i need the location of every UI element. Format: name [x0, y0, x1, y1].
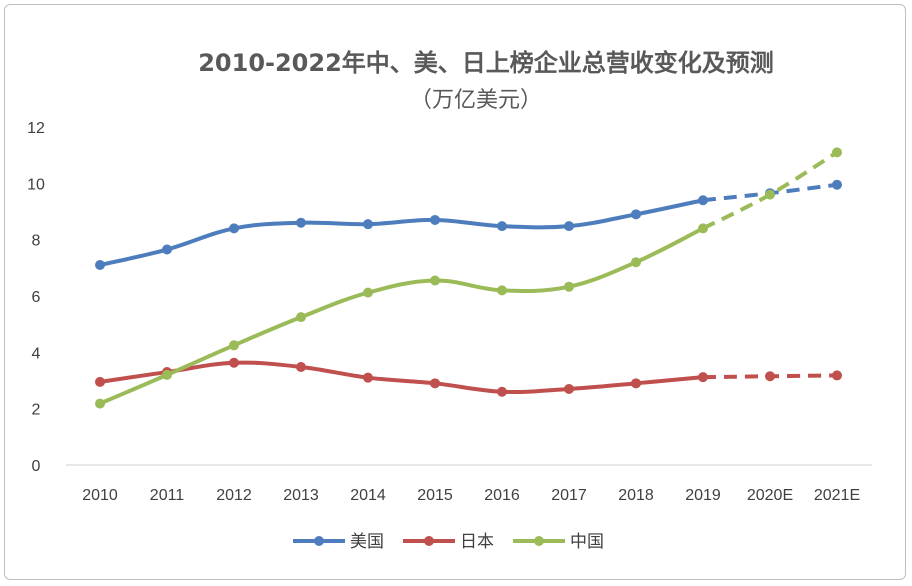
data-point [497, 221, 507, 232]
data-point [497, 386, 507, 397]
data-point [765, 371, 775, 382]
legend-marker [534, 536, 544, 546]
data-point [832, 370, 842, 381]
y-tick-label: 8 [32, 233, 41, 250]
y-axis: 0 2 4 6 8 10 12 [27, 120, 45, 475]
x-tick-label: 2017 [551, 487, 587, 504]
data-point [296, 217, 306, 228]
legend-marker [314, 536, 324, 546]
data-point [430, 378, 440, 389]
chart-title: 2010-2022年中、美、日上榜企业总营收变化及预测 [198, 49, 774, 77]
data-point [95, 260, 105, 271]
x-tick-label: 2015 [417, 487, 453, 504]
data-point [296, 312, 306, 323]
x-tick-label: 2020E [747, 487, 793, 504]
data-point [430, 275, 440, 286]
y-tick-label: 2 [32, 402, 41, 419]
data-point [698, 195, 708, 206]
data-point [363, 287, 373, 298]
series-1 [95, 357, 842, 397]
data-point [765, 189, 775, 200]
series-0 [95, 179, 842, 271]
data-point [832, 179, 842, 190]
data-point [564, 281, 574, 292]
y-tick-label: 6 [32, 289, 41, 306]
data-point [229, 340, 239, 351]
data-point [631, 378, 641, 389]
data-point [95, 376, 105, 387]
data-point [564, 221, 574, 232]
data-point [698, 372, 708, 383]
data-point [698, 223, 708, 234]
y-tick-label: 12 [27, 120, 45, 137]
series-line-actual [98, 226, 705, 406]
data-point [631, 257, 641, 268]
data-point [832, 147, 842, 158]
data-point [430, 214, 440, 225]
y-tick-label: 0 [32, 458, 41, 475]
data-point [564, 383, 574, 394]
legend-label: 日本 [460, 532, 494, 552]
data-point [95, 398, 105, 409]
x-tick-label: 2010 [82, 487, 118, 504]
y-tick-label: 4 [32, 345, 41, 362]
legend-marker [424, 536, 434, 546]
legend-label: 中国 [570, 532, 604, 552]
data-point [229, 223, 239, 234]
data-point [162, 244, 172, 255]
x-tick-label: 2016 [484, 487, 520, 504]
x-tick-label: 2013 [283, 487, 319, 504]
data-point [363, 372, 373, 383]
data-point [631, 209, 641, 220]
series-line-actual [98, 198, 705, 268]
x-tick-label: 2018 [618, 487, 654, 504]
data-point [296, 361, 306, 372]
x-tick-label: 2014 [350, 487, 386, 504]
series-line-actual [98, 360, 705, 394]
x-axis: 2010 2011 2012 2013 2014 2015 2016 2017 2018 2019… [66, 464, 872, 504]
data-point [363, 219, 373, 230]
x-tick-label: 2012 [216, 487, 252, 504]
data-point [229, 357, 239, 368]
data-point [497, 285, 507, 296]
x-tick-label: 2019 [685, 487, 721, 504]
data-point [162, 369, 172, 380]
plot-area [95, 147, 842, 409]
legend-label: 美国 [350, 532, 384, 552]
series-2 [95, 147, 842, 409]
legend: 美国 日本 中国 [293, 532, 604, 552]
chart-frame [4, 4, 906, 580]
x-tick-label: 2011 [150, 487, 185, 504]
y-tick-label: 10 [27, 176, 45, 193]
chart-subtitle: （万亿美元） [409, 88, 542, 113]
x-tick-label: 2021E [814, 487, 860, 504]
